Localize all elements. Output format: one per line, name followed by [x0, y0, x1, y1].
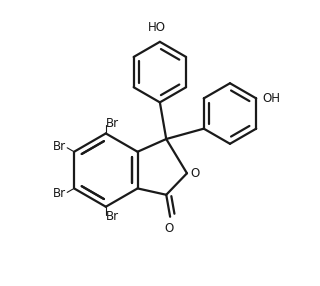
Text: HO: HO [148, 21, 166, 34]
Text: Br: Br [106, 210, 119, 223]
Text: O: O [191, 167, 200, 180]
Text: O: O [164, 222, 173, 235]
Text: OH: OH [262, 92, 280, 105]
Text: Br: Br [53, 140, 66, 154]
Text: Br: Br [53, 187, 66, 200]
Text: Br: Br [106, 117, 119, 130]
